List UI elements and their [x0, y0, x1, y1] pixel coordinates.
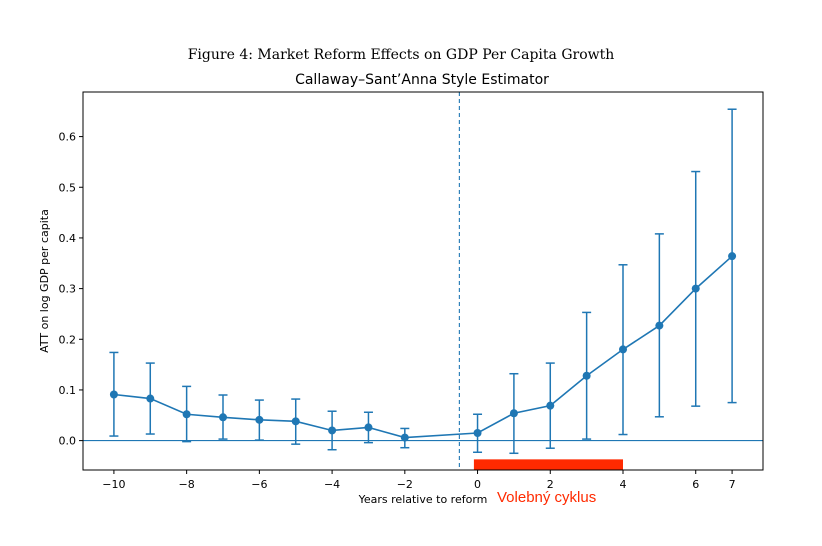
x-tick-label: −4	[324, 478, 340, 491]
data-point	[146, 394, 155, 403]
x-axis-label: Years relative to reform	[358, 493, 488, 506]
x-tick-label: −2	[397, 478, 413, 491]
data-point	[328, 426, 337, 435]
data-point	[219, 413, 227, 422]
data-point	[655, 321, 664, 330]
x-tick-label: 6	[692, 478, 699, 491]
y-tick-label: 0.2	[59, 333, 77, 346]
x-tick-label: 7	[729, 478, 736, 491]
data-point	[728, 252, 737, 261]
x-tick-label: −8	[179, 478, 195, 491]
axes-frame	[82, 91, 764, 471]
data-point	[473, 429, 482, 438]
data-point	[400, 433, 409, 442]
data-point	[182, 410, 191, 419]
plot-area: −10 −8 −6 −4 −2 0 2 4 6 7 0.0 0.1 0.2 0.3 0.4 0.5 0.6	[59, 92, 763, 491]
y-tick-label: 0.0	[59, 435, 77, 448]
data-point	[509, 409, 518, 418]
y-tick-label: 0.1	[59, 384, 77, 397]
data-point	[109, 390, 118, 399]
y-tick-label: 0.3	[59, 283, 77, 296]
y-tick-label: 0.4	[59, 232, 77, 245]
data-point	[619, 345, 627, 354]
annotation-bar	[473, 459, 623, 470]
x-tick-label: −6	[251, 478, 267, 491]
annotation-label: Volebný cyklus	[497, 489, 596, 506]
x-tick-label: −10	[102, 478, 125, 491]
x-tick-label: 2	[547, 478, 554, 491]
figure-title: Figure 4: Market Reform Effects on GDP P…	[188, 47, 615, 63]
data-point	[291, 417, 300, 426]
data-point	[255, 415, 264, 424]
data-point	[691, 284, 700, 293]
x-tick-label: 0	[474, 478, 481, 491]
y-axis-label: ATT on log GDP per capita	[38, 209, 51, 353]
chart-title: Callaway–Sant’Anna Style Estimator	[295, 72, 549, 88]
data-point	[364, 423, 373, 432]
data-point	[546, 401, 555, 410]
series-line	[113, 255, 733, 439]
data-point	[582, 371, 591, 380]
y-tick-label: 0.5	[59, 181, 77, 194]
x-tick-label: 4	[620, 478, 627, 491]
y-tick-label: 0.6	[59, 131, 77, 144]
